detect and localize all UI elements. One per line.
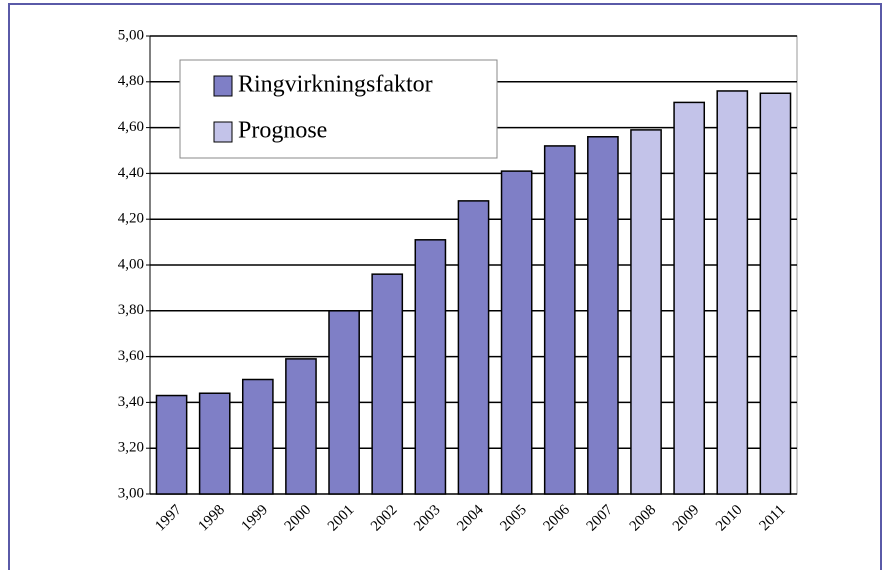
y-tick-label: 5,00 xyxy=(118,27,144,43)
x-tick-label: 2002 xyxy=(368,502,401,535)
y-tick-label: 4,20 xyxy=(118,211,144,227)
x-tick-label: 2000 xyxy=(282,502,315,535)
bar xyxy=(414,239,447,495)
x-tick-label: 1997 xyxy=(152,502,185,535)
x-tick-label: 1998 xyxy=(195,502,228,535)
x-tick-label: 2008 xyxy=(627,502,660,535)
y-tick-label: 3,60 xyxy=(118,348,144,364)
bar xyxy=(241,378,274,495)
bar xyxy=(285,358,317,495)
frame xyxy=(8,3,882,570)
bar xyxy=(673,101,706,495)
legend-box xyxy=(179,59,498,159)
bar xyxy=(630,129,662,495)
x-tick-label: 2001 xyxy=(325,502,358,535)
y-tick-label: 3,40 xyxy=(118,394,144,410)
y-tick-label: 3,80 xyxy=(118,302,144,318)
bar xyxy=(198,392,231,495)
bar xyxy=(543,145,576,495)
y-tick-label: 4,00 xyxy=(118,256,144,272)
legend-swatch xyxy=(213,121,233,143)
bar xyxy=(500,170,533,495)
bar xyxy=(328,310,360,495)
x-tick-label: 2007 xyxy=(584,502,617,535)
bar xyxy=(587,136,619,495)
x-tick-label: 2011 xyxy=(757,502,789,534)
x-tick-label: 1999 xyxy=(239,502,272,535)
x-tick-label: 2009 xyxy=(670,502,703,535)
bar xyxy=(759,92,792,495)
y-tick-label: 4,80 xyxy=(118,73,144,89)
legend-label: Prognose xyxy=(238,118,327,144)
x-tick-label: 2006 xyxy=(540,502,573,535)
x-tick-label: 2004 xyxy=(454,502,487,535)
y-tick-label: 4,60 xyxy=(118,119,144,135)
x-tick-label: 2005 xyxy=(497,502,530,535)
y-tick-label: 3,00 xyxy=(118,485,144,501)
bar xyxy=(371,273,404,495)
bar xyxy=(457,200,490,495)
bar xyxy=(716,90,749,495)
y-tick-label: 3,20 xyxy=(118,440,144,456)
legend-swatch xyxy=(213,75,233,97)
bar xyxy=(155,394,188,495)
x-tick-label: 2010 xyxy=(713,502,746,535)
legend-label: Ringvirkningsfaktor xyxy=(238,72,433,98)
x-tick-label: 2003 xyxy=(411,502,444,535)
y-tick-label: 4,40 xyxy=(118,165,144,181)
